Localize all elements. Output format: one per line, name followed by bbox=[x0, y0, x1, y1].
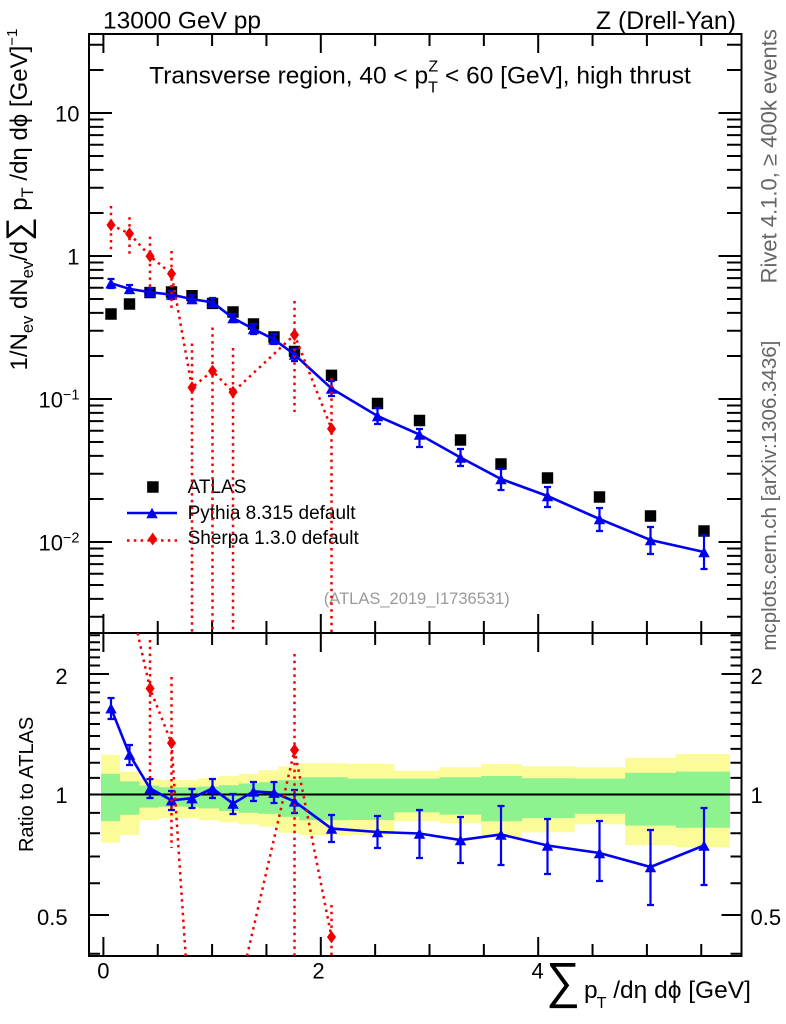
svg-text:Transverse region, 40 < pTZ <: Transverse region, 40 < pTZ < 60 [GeV], … bbox=[149, 58, 691, 96]
svg-text:0.5: 0.5 bbox=[37, 905, 68, 930]
svg-text:10−2: 10−2 bbox=[38, 531, 79, 556]
svg-text:0.5: 0.5 bbox=[751, 905, 782, 930]
svg-text:Pythia 8.315 default: Pythia 8.315 default bbox=[188, 503, 357, 524]
svg-text:10: 10 bbox=[55, 102, 79, 127]
svg-text:1: 1 bbox=[55, 783, 67, 808]
svg-text:4: 4 bbox=[531, 959, 543, 984]
svg-text:Z (Drell-Yan): Z (Drell-Yan) bbox=[596, 8, 736, 35]
svg-text:1: 1 bbox=[751, 783, 763, 808]
svg-text:pT /dη dϕ [GeV]: pT /dη dϕ [GeV] bbox=[584, 977, 751, 1012]
svg-text:13000 GeV pp: 13000 GeV pp bbox=[103, 8, 261, 35]
svg-text:(ATLAS_2019_I1736531): (ATLAS_2019_I1736531) bbox=[324, 590, 510, 608]
svg-text:∑: ∑ bbox=[546, 953, 580, 1009]
svg-text:2: 2 bbox=[751, 664, 763, 689]
svg-text:Rivet 4.1.0, ≥ 400k events: Rivet 4.1.0, ≥ 400k events bbox=[757, 29, 782, 283]
svg-text:2: 2 bbox=[55, 664, 67, 689]
svg-text:0: 0 bbox=[97, 959, 109, 984]
svg-text:Ratio to ATLAS: Ratio to ATLAS bbox=[16, 717, 38, 852]
svg-text:1: 1 bbox=[67, 245, 79, 270]
svg-text:10−1: 10−1 bbox=[38, 388, 79, 413]
svg-text:2: 2 bbox=[312, 959, 324, 984]
svg-text:ATLAS: ATLAS bbox=[188, 477, 247, 498]
svg-text:1/Nev dNev/d∑ pT /dη dϕ [GeV]−: 1/Nev dNev/d∑ pT /dη dϕ [GeV]−1 bbox=[0, 29, 37, 371]
svg-text:mcplots.cern.ch [arXiv:1306.34: mcplots.cern.ch [arXiv:1306.3436] bbox=[758, 341, 781, 651]
svg-text:Sherpa 1.3.0 default: Sherpa 1.3.0 default bbox=[188, 528, 360, 549]
